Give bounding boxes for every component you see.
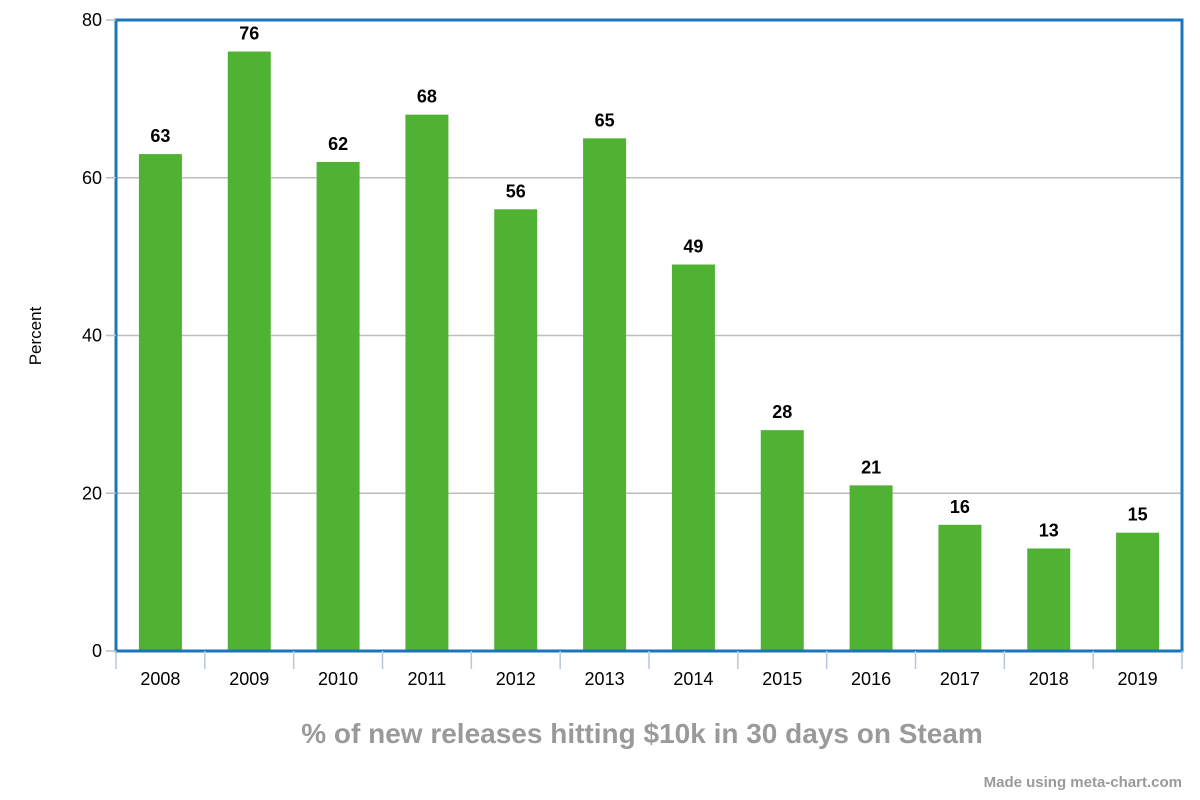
- x-tick-label-2016: 2016: [851, 669, 891, 689]
- bar-2014: [671, 264, 715, 651]
- bar-2008: [138, 154, 182, 651]
- bar-2012: [494, 209, 538, 652]
- data-label-2015: 28: [772, 402, 792, 422]
- data-label-2010: 62: [328, 134, 348, 154]
- gridlines: [116, 177, 1182, 494]
- bar-2016: [849, 485, 893, 651]
- data-label-2009: 76: [239, 24, 259, 44]
- data-labels: 63 76 62 68 56 65 49 28 21 16 13 15: [150, 24, 1147, 541]
- bar-2011: [405, 114, 449, 651]
- y-tick-label: 0: [92, 641, 102, 661]
- bar-2009: [227, 51, 271, 652]
- x-tick-label-2009: 2009: [229, 669, 269, 689]
- bar-2018: [1027, 548, 1071, 651]
- x-tick-label-2015: 2015: [762, 669, 802, 689]
- data-label-2018: 13: [1039, 520, 1059, 540]
- data-label-2016: 21: [861, 457, 881, 477]
- x-tick-label-2019: 2019: [1118, 669, 1158, 689]
- data-label-2008: 63: [150, 126, 170, 146]
- credit-text: Made using meta-chart.com: [984, 774, 1182, 791]
- x-tick-label-2008: 2008: [140, 669, 180, 689]
- y-tick-label: 40: [82, 326, 102, 346]
- y-tick-label: 20: [82, 483, 102, 503]
- bar-2010: [316, 161, 360, 651]
- x-axis: 2008 2009 2010 2011 2012 2013 2014 2015 2016 2017…: [115, 651, 1183, 689]
- x-tick-label-2012: 2012: [496, 669, 536, 689]
- x-tick-label-2018: 2018: [1029, 669, 1069, 689]
- data-label-2017: 16: [950, 497, 970, 517]
- bar-2013: [583, 138, 627, 651]
- x-tick-label-2011: 2011: [408, 669, 447, 689]
- data-label-2013: 65: [595, 110, 615, 130]
- y-tick-label: 80: [82, 10, 102, 30]
- bars: [138, 51, 1160, 652]
- bar-2019: [1116, 532, 1160, 651]
- data-label-2012: 56: [506, 181, 526, 201]
- y-tick-label: 60: [82, 168, 102, 188]
- data-label-2011: 68: [417, 87, 437, 107]
- x-tick-label-2017: 2017: [940, 669, 980, 689]
- data-label-2014: 49: [683, 237, 703, 257]
- x-tick-label-2013: 2013: [585, 669, 625, 689]
- x-tick-label-2014: 2014: [673, 669, 713, 689]
- x-tick-label-2010: 2010: [318, 669, 358, 689]
- data-label-2019: 15: [1128, 505, 1148, 525]
- bar-2015: [760, 430, 804, 651]
- y-axis-label: Percent: [26, 306, 45, 365]
- chart-title: % of new releases hitting $10k in 30 day…: [301, 718, 983, 749]
- bar-2017: [938, 524, 982, 651]
- y-axis: 0 20 40 60 80: [82, 10, 116, 661]
